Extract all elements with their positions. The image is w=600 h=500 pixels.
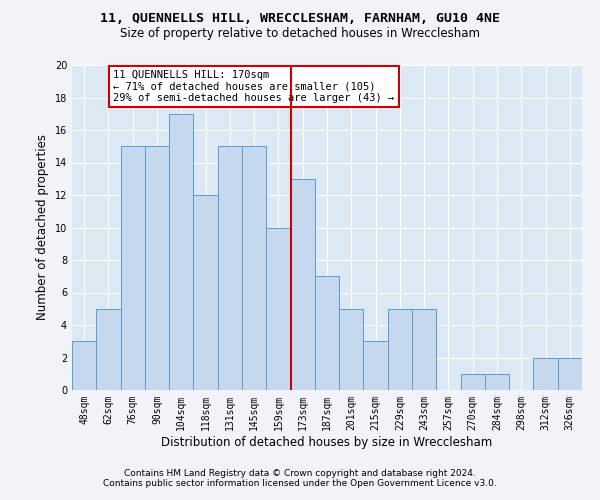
Text: 11 QUENNELLS HILL: 170sqm
← 71% of detached houses are smaller (105)
29% of semi: 11 QUENNELLS HILL: 170sqm ← 71% of detac… — [113, 70, 395, 103]
Bar — [96, 308, 121, 390]
Bar — [533, 358, 558, 390]
Bar — [485, 374, 509, 390]
Bar — [266, 228, 290, 390]
Text: Contains public sector information licensed under the Open Government Licence v3: Contains public sector information licen… — [103, 478, 497, 488]
Bar — [339, 308, 364, 390]
Bar — [461, 374, 485, 390]
Bar — [364, 341, 388, 390]
Bar — [145, 146, 169, 390]
Bar — [169, 114, 193, 390]
Bar — [193, 195, 218, 390]
Y-axis label: Number of detached properties: Number of detached properties — [36, 134, 49, 320]
Bar — [315, 276, 339, 390]
Bar — [388, 308, 412, 390]
Text: 11, QUENNELLS HILL, WRECCLESHAM, FARNHAM, GU10 4NE: 11, QUENNELLS HILL, WRECCLESHAM, FARNHAM… — [100, 12, 500, 26]
Bar — [290, 179, 315, 390]
X-axis label: Distribution of detached houses by size in Wrecclesham: Distribution of detached houses by size … — [161, 436, 493, 448]
Bar — [218, 146, 242, 390]
Bar — [121, 146, 145, 390]
Bar — [72, 341, 96, 390]
Bar — [558, 358, 582, 390]
Bar — [412, 308, 436, 390]
Text: Contains HM Land Registry data © Crown copyright and database right 2024.: Contains HM Land Registry data © Crown c… — [124, 468, 476, 477]
Text: Size of property relative to detached houses in Wrecclesham: Size of property relative to detached ho… — [120, 28, 480, 40]
Bar — [242, 146, 266, 390]
